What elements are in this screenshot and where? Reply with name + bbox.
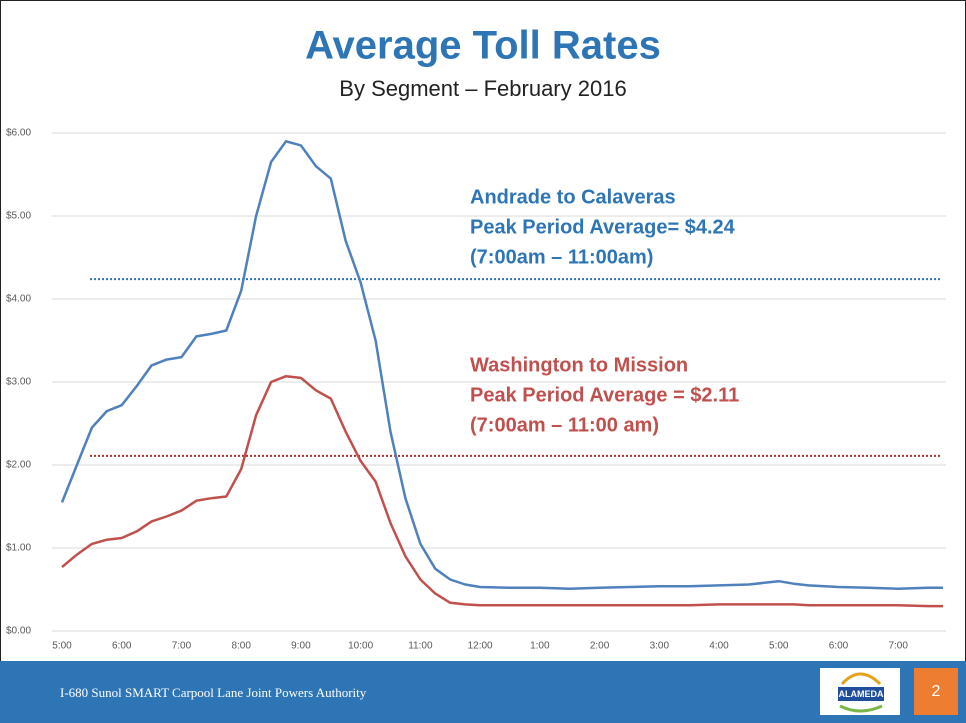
annotation: (7:00am – 11:00 am) <box>470 414 659 436</box>
y-tick-label: $1.00 <box>6 543 31 554</box>
page-number-box <box>914 668 958 715</box>
x-tick-label: 5:00 <box>52 641 72 652</box>
y-tick-label: $2.00 <box>6 460 31 471</box>
footer-bar <box>0 661 966 723</box>
x-tick-label: 11:00 <box>408 641 433 652</box>
x-tick-label: 6:00 <box>829 641 849 652</box>
x-tick-label: 5:00 <box>769 641 789 652</box>
x-tick-label: 9:00 <box>291 641 311 652</box>
x-tick-label: 6:00 <box>112 641 132 652</box>
logo-text: ALAMEDA <box>839 689 884 699</box>
chart-title: Average Toll Rates <box>305 24 661 68</box>
y-tick-label: $5.00 <box>6 211 31 222</box>
series-line <box>61 374 943 608</box>
x-tick-label: 8:00 <box>231 641 251 652</box>
x-tick-label: 7:00 <box>888 641 908 652</box>
y-tick-label: $4.00 <box>6 294 31 305</box>
x-tick-label: 7:00 <box>172 641 192 652</box>
y-tick-label: $0.00 <box>6 626 31 637</box>
annotation: Peak Period Average= $4.24 <box>470 216 736 238</box>
logo-arc <box>839 704 883 713</box>
x-tick-label: 4:00 <box>709 641 729 652</box>
x-tick-label: 1:00 <box>530 641 550 652</box>
annotation: Andrade to Calaveras <box>470 186 676 208</box>
footer-text: I-680 Sunol SMART Carpool Lane Joint Pow… <box>60 685 367 700</box>
annotation: (7:00am – 11:00am) <box>470 246 653 268</box>
logo-plate <box>838 687 884 701</box>
chart-subtitle: By Segment – February 2016 <box>339 76 626 101</box>
x-tick-label: 10:00 <box>348 641 373 652</box>
annotation: Washington to Mission <box>470 354 688 376</box>
y-tick-label: $6.00 <box>6 128 31 139</box>
logo-arc <box>840 672 882 686</box>
x-tick-label: 2:00 <box>590 641 610 652</box>
x-tick-label: 12:00 <box>468 641 493 652</box>
annotation: Peak Period Average = $2.11 <box>470 384 739 406</box>
page-number: 2 <box>932 683 941 700</box>
y-tick-label: $3.00 <box>6 377 31 388</box>
x-tick-label: 3:00 <box>650 641 670 652</box>
series-line <box>60 140 943 590</box>
